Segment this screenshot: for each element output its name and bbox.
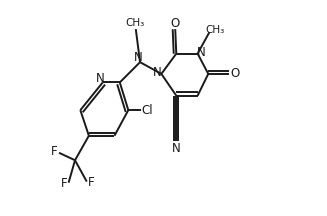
Text: O: O xyxy=(171,17,180,30)
Text: F: F xyxy=(60,177,67,190)
Text: N: N xyxy=(153,66,162,79)
Text: F: F xyxy=(51,145,58,158)
Text: Cl: Cl xyxy=(142,104,153,117)
Text: F: F xyxy=(88,176,95,189)
Text: N: N xyxy=(134,51,143,64)
Text: CH₃: CH₃ xyxy=(205,25,224,35)
Text: N: N xyxy=(96,72,105,85)
Text: N: N xyxy=(172,142,181,155)
Text: N: N xyxy=(197,46,206,59)
Text: O: O xyxy=(230,67,239,80)
Text: CH₃: CH₃ xyxy=(125,18,144,28)
